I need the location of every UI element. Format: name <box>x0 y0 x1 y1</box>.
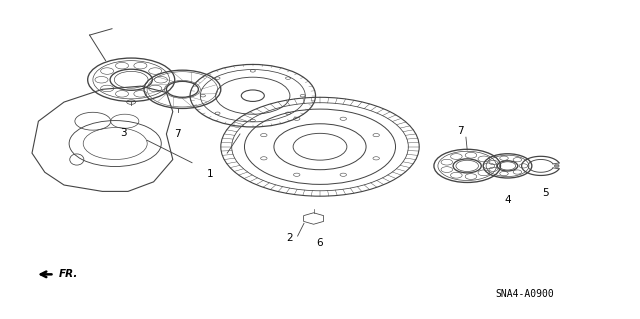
Text: SNA4-A0900: SNA4-A0900 <box>495 289 554 299</box>
Text: 2: 2 <box>286 233 292 243</box>
Text: 7: 7 <box>458 126 464 136</box>
Text: 5: 5 <box>542 188 548 198</box>
Text: 6: 6 <box>317 238 323 248</box>
Text: 7: 7 <box>175 129 181 139</box>
Text: 4: 4 <box>504 195 511 204</box>
Text: 1: 1 <box>207 169 213 179</box>
Text: FR.: FR. <box>59 269 78 279</box>
Text: 3: 3 <box>120 128 127 137</box>
